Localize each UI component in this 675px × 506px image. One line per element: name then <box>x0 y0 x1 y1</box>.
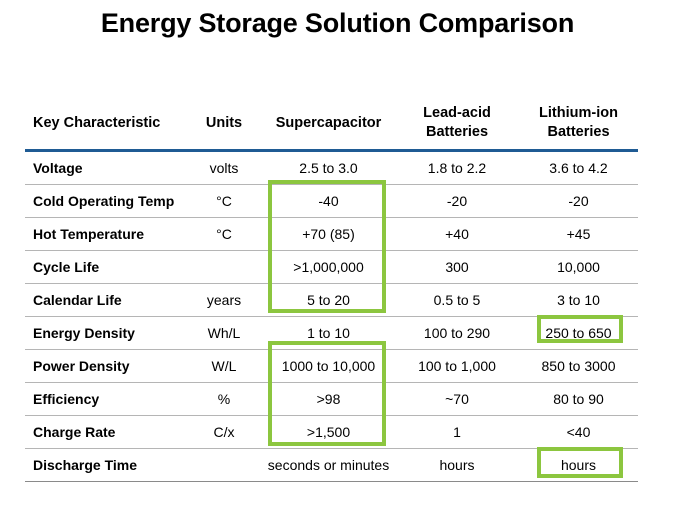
units-cell: volts <box>186 150 262 185</box>
lithium-ion-cell: 80 to 90 <box>519 382 638 416</box>
lithium-ion-cell: 3.6 to 4.2 <box>519 150 638 185</box>
lead-acid-cell: 1 <box>395 415 519 449</box>
slide-title: Energy Storage Solution Comparison <box>100 8 575 38</box>
row-label: Power Density <box>25 349 186 383</box>
units-cell: C/x <box>186 415 262 449</box>
units-cell <box>186 250 262 284</box>
row-label: Discharge Time <box>25 448 186 482</box>
lead-acid-cell: +40 <box>395 217 519 251</box>
lead-acid-cell: 300 <box>395 250 519 284</box>
header-row: Key Characteristic Units Supercapacitor … <box>25 97 638 152</box>
supercapacitor-cell: -40 <box>262 184 395 218</box>
row-label: Cycle Life <box>25 250 186 284</box>
lithium-ion-cell: <40 <box>519 415 638 449</box>
table-row: Efficiency % >98 ~70 80 to 90 <box>25 382 638 416</box>
lead-acid-cell: -20 <box>395 184 519 218</box>
table-row: Energy Density Wh/L 1 to 10 100 to 290 2… <box>25 316 638 350</box>
units-cell: years <box>186 283 262 317</box>
header-key-characteristic: Key Characteristic <box>25 97 186 152</box>
table-row: Power Density W/L 1000 to 10,000 100 to … <box>25 349 638 383</box>
supercapacitor-cell: 5 to 20 <box>262 283 395 317</box>
header-units: Units <box>186 97 262 152</box>
table-row: Charge Rate C/x >1,500 1 <40 <box>25 415 638 449</box>
table-row: Hot Temperature °C +70 (85) +40 +45 <box>25 217 638 251</box>
row-label: Hot Temperature <box>25 217 186 251</box>
units-cell: °C <box>186 217 262 251</box>
lithium-ion-cell: -20 <box>519 184 638 218</box>
header-lead-acid: Lead-acid Batteries <box>395 97 519 152</box>
supercapacitor-cell: >98 <box>262 382 395 416</box>
lithium-ion-cell: 250 to 650 <box>519 316 638 350</box>
units-cell: Wh/L <box>186 316 262 350</box>
supercapacitor-cell: 1000 to 10,000 <box>262 349 395 383</box>
row-label: Calendar Life <box>25 283 186 317</box>
table-row: Voltage volts 2.5 to 3.0 1.8 to 2.2 3.6 … <box>25 150 638 185</box>
supercapacitor-cell: seconds or minutes <box>262 448 395 482</box>
lithium-ion-cell: hours <box>519 448 638 482</box>
lithium-ion-cell: 850 to 3000 <box>519 349 638 383</box>
supercapacitor-cell: +70 (85) <box>262 217 395 251</box>
units-cell: W/L <box>186 349 262 383</box>
row-label: Voltage <box>25 150 186 185</box>
lead-acid-cell: 1.8 to 2.2 <box>395 150 519 185</box>
lead-acid-cell: 0.5 to 5 <box>395 283 519 317</box>
lead-acid-cell: 100 to 1,000 <box>395 349 519 383</box>
supercapacitor-cell: 2.5 to 3.0 <box>262 150 395 185</box>
lithium-ion-cell: +45 <box>519 217 638 251</box>
table-row: Cold Operating Temp °C -40 -20 -20 <box>25 184 638 218</box>
header-supercapacitor: Supercapacitor <box>262 97 395 152</box>
lead-acid-cell: 100 to 290 <box>395 316 519 350</box>
units-cell <box>186 448 262 482</box>
table-row: Calendar Life years 5 to 20 0.5 to 5 3 t… <box>25 283 638 317</box>
row-label: Cold Operating Temp <box>25 184 186 218</box>
supercapacitor-cell: >1,000,000 <box>262 250 395 284</box>
header-lithium-ion: Lithium-ion Batteries <box>519 97 638 152</box>
supercapacitor-cell: >1,500 <box>262 415 395 449</box>
lead-acid-cell: hours <box>395 448 519 482</box>
row-label: Charge Rate <box>25 415 186 449</box>
units-cell: % <box>186 382 262 416</box>
lead-acid-cell: ~70 <box>395 382 519 416</box>
row-label: Efficiency <box>25 382 186 416</box>
lithium-ion-cell: 3 to 10 <box>519 283 638 317</box>
units-cell: °C <box>186 184 262 218</box>
row-label: Energy Density <box>25 316 186 350</box>
supercapacitor-cell: 1 to 10 <box>262 316 395 350</box>
lithium-ion-cell: 10,000 <box>519 250 638 284</box>
comparison-table: Key Characteristic Units Supercapacitor … <box>25 97 638 482</box>
table-row: Cycle Life >1,000,000 300 10,000 <box>25 250 638 284</box>
table-row: Discharge Time seconds or minutes hours … <box>25 448 638 482</box>
